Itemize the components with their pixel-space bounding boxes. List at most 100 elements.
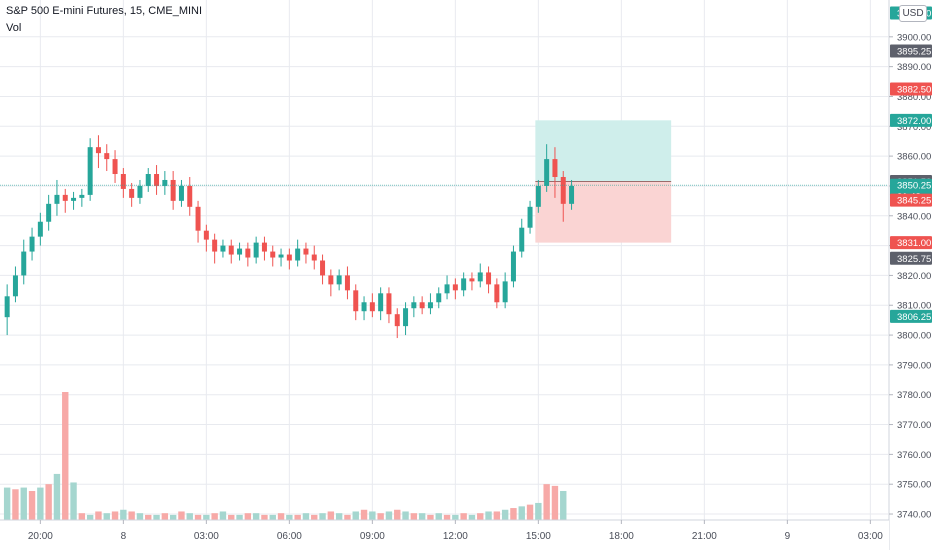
price-label-text: 3850.25 xyxy=(897,181,931,192)
candle-body xyxy=(245,248,251,258)
price-label-text: 3845.25 xyxy=(897,196,931,207)
volume-bar xyxy=(252,513,260,520)
volume-bar xyxy=(452,514,459,520)
price-label-text: 3895.25 xyxy=(897,46,931,57)
volume-bar xyxy=(86,514,94,520)
time-tick-label: 06:00 xyxy=(277,531,302,542)
volume-bar xyxy=(228,514,235,520)
time-tick-label: 09:00 xyxy=(360,531,385,542)
price-tick-label: 3810.00 xyxy=(897,301,931,312)
price-label-bg xyxy=(890,236,932,250)
volume-bar xyxy=(410,513,418,520)
price-label-text: 3831.00 xyxy=(897,238,931,249)
volume-bar xyxy=(352,511,359,520)
candle-body xyxy=(344,275,350,291)
price-tick-label: 3840.00 xyxy=(897,211,931,222)
candle-body xyxy=(46,203,52,222)
volume-bar xyxy=(70,482,77,520)
candle-body xyxy=(203,230,209,240)
candle-body xyxy=(411,302,417,309)
volume-bar xyxy=(468,514,476,520)
candle-body xyxy=(71,197,77,201)
price-tick-label: 3750.00 xyxy=(897,480,931,491)
price-tick-label: 3800.00 xyxy=(897,331,931,342)
candle-body xyxy=(95,147,101,154)
price-label-bg xyxy=(890,44,932,58)
symbol-title[interactable]: S&P 500 E-mini Futures, 15, CME_MINI xyxy=(6,5,203,17)
volume-bar xyxy=(510,508,517,520)
price-axis[interactable]: 3900.00 3890.00 3880.00 3870.00 3860.00 3850.… xyxy=(888,0,932,550)
volume-bar xyxy=(501,509,509,520)
price-tick-label: 3740.00 xyxy=(897,510,931,521)
stop-zone xyxy=(535,181,672,243)
time-tick-label: 8 xyxy=(121,531,127,542)
candle-body xyxy=(361,302,367,312)
volume-bar xyxy=(327,511,335,520)
volume-bar xyxy=(194,514,202,520)
price-label-text: 3872.00 xyxy=(897,116,931,127)
volume-bar xyxy=(435,513,442,520)
volume-bar xyxy=(477,513,484,520)
volume-bar xyxy=(145,514,152,520)
price-label-text: 3806.25 xyxy=(897,312,931,323)
time-tick-label: 21:00 xyxy=(692,531,717,542)
time-tick-label: 18:00 xyxy=(609,531,634,542)
candle-body xyxy=(519,227,525,252)
candle-body xyxy=(4,296,10,318)
volume-bar xyxy=(45,484,52,520)
volume-bar xyxy=(302,513,310,520)
price-tick-label: 3820.00 xyxy=(897,271,931,282)
candle-body xyxy=(29,236,35,252)
volume-bar xyxy=(402,511,409,520)
candle-body xyxy=(162,179,168,186)
price-label-text: 3825.75 xyxy=(897,254,931,265)
volume-bar xyxy=(103,513,110,520)
candle-body xyxy=(419,302,425,309)
volume-bar xyxy=(136,513,144,520)
volume-bar xyxy=(518,506,525,520)
volume-bar xyxy=(169,514,177,520)
price-tick-label: 3780.00 xyxy=(897,390,931,401)
candle-body xyxy=(336,275,342,285)
price-label-bg xyxy=(890,309,932,323)
candle-body xyxy=(129,188,135,198)
candle-body xyxy=(228,245,234,255)
time-tick-label: 20:00 xyxy=(28,531,53,542)
volume-bar xyxy=(277,513,285,520)
currency-button[interactable]: USD xyxy=(899,5,927,22)
volume-bar xyxy=(360,509,368,520)
chart-grid xyxy=(0,0,888,520)
price-tick-label: 3880.00 xyxy=(897,92,931,103)
candle-body xyxy=(187,185,193,207)
candle-body xyxy=(286,254,292,261)
candle-body xyxy=(120,174,126,189)
time-axis[interactable]: 20:00 8 03:00 06:00 09:00 12:00 15:00 18:00 21:0… xyxy=(0,519,889,550)
volume-bar xyxy=(269,514,276,520)
volume-bars xyxy=(3,392,567,520)
candle-body xyxy=(12,275,18,297)
candle-body xyxy=(295,248,301,261)
price-tick-label: 3860.00 xyxy=(897,152,931,163)
volume-bar xyxy=(535,502,542,520)
long-position-tool[interactable] xyxy=(535,120,672,243)
candle-body xyxy=(353,290,359,312)
candle-body xyxy=(137,185,143,198)
candle-body xyxy=(21,251,27,276)
volume-bar xyxy=(319,513,326,520)
volume-bar xyxy=(377,513,384,520)
volume-bar xyxy=(211,513,218,520)
candle-body xyxy=(510,251,516,282)
candle-body xyxy=(369,302,375,312)
candle-body xyxy=(170,179,176,201)
volume-bar xyxy=(20,487,27,520)
time-tick-label: 03:00 xyxy=(194,531,219,542)
volume-bar xyxy=(526,504,534,520)
candle-body xyxy=(303,248,309,255)
candle-body xyxy=(444,284,450,294)
volume-bar xyxy=(203,514,210,520)
candle-body xyxy=(461,278,467,291)
time-tick-label: 12:00 xyxy=(443,531,468,542)
candle-body xyxy=(469,278,475,282)
volume-bar xyxy=(120,509,127,520)
